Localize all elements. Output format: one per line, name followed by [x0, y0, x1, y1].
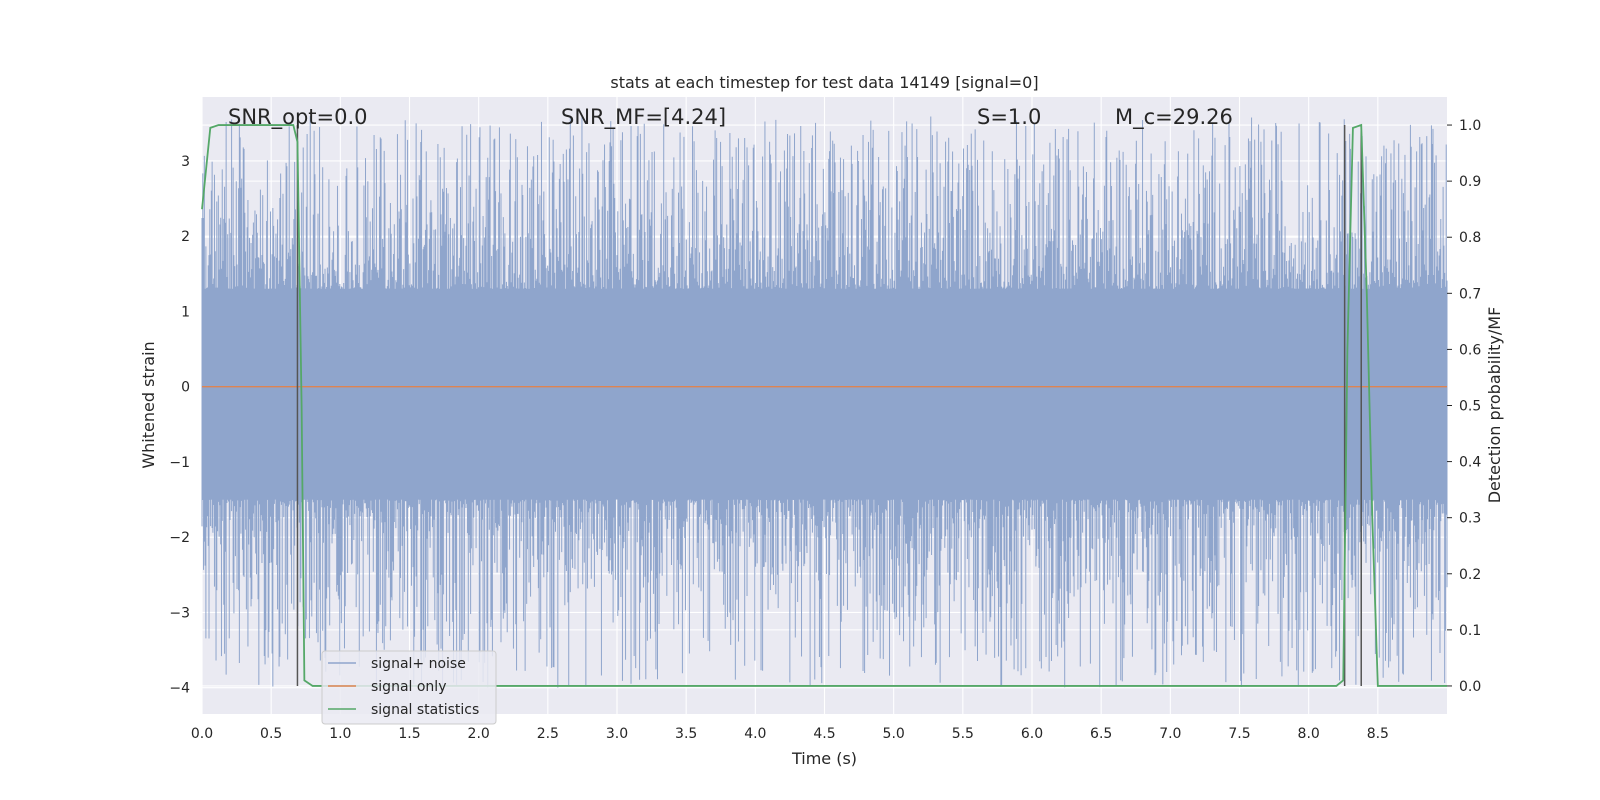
y-tick-label-right: 0.3 — [1459, 511, 1481, 527]
y-tick-label: 1 — [181, 304, 190, 320]
x-tick-label: 6.0 — [1021, 726, 1043, 742]
y-tick-label-right: 0.4 — [1459, 455, 1481, 471]
y-tick-label-right: 0.7 — [1459, 286, 1481, 302]
x-tick-label: 2.0 — [468, 726, 490, 742]
y-tick-label: 3 — [181, 154, 190, 170]
chart-title: stats at each timestep for test data 141… — [610, 73, 1038, 92]
x-tick-label: 1.0 — [329, 726, 351, 742]
legend-label-signal-noise: signal+ noise — [371, 656, 466, 672]
y-tick-label: 0 — [181, 380, 190, 396]
x-axis-label: Time (s) — [791, 749, 857, 768]
x-tick-label: 1.5 — [398, 726, 420, 742]
y-axis-label: Whitened strain — [139, 341, 158, 468]
annotation-snr-opt: SNR_opt=0.0 — [228, 105, 368, 130]
y-tick-label: −4 — [169, 681, 190, 697]
annotation-s-stat: S=1.0 — [977, 105, 1041, 129]
noise-spikes — [201, 115, 1448, 688]
annotation-mc: M_c=29.26 — [1115, 105, 1233, 130]
y-tick-label-right: 0.2 — [1459, 567, 1481, 583]
y-tick-label-right: 0.1 — [1459, 623, 1481, 639]
x-tick-label: 6.5 — [1090, 726, 1112, 742]
x-tick-label: 2.5 — [537, 726, 559, 742]
y-tick-label: −2 — [169, 530, 190, 546]
x-tick-label: 4.0 — [744, 726, 766, 742]
legend-label-signal-statistics: signal statistics — [371, 702, 479, 718]
y-tick-label-right: 0.8 — [1459, 230, 1481, 246]
x-tick-label: 4.5 — [813, 726, 835, 742]
x-tick-label: 8.5 — [1367, 726, 1389, 742]
y-tick-label: 2 — [181, 229, 190, 245]
x-tick-label: 0.0 — [191, 726, 213, 742]
tick-labels: 0.0 0.5 1.0 1.5 2.0 2.5 3.0 3.5 4.0 4.5 5.0 5.5 6.0 6… — [169, 118, 1481, 742]
legend-label-signal-only: signal only — [371, 679, 446, 695]
y-tick-label-right: 0.0 — [1459, 679, 1481, 695]
x-tick-label: 3.5 — [675, 726, 697, 742]
x-tick-label: 0.5 — [260, 726, 282, 742]
annotation-snr-mf: SNR_MF=[4.24] — [561, 105, 726, 130]
y-tick-label-right: 1.0 — [1459, 118, 1481, 134]
signal-statistics-line — [201, 123, 1447, 687]
x-tick-label: 7.0 — [1159, 726, 1181, 742]
x-tick-label: 3.0 — [606, 726, 628, 742]
series-signal-statistics — [201, 123, 1447, 687]
y-tick-label-right: 0.6 — [1459, 342, 1481, 358]
y-tick-label-right: 0.5 — [1459, 399, 1481, 415]
y-tick-label: −1 — [169, 455, 190, 471]
y-tick-label-right: 0.9 — [1459, 174, 1481, 190]
series-signal-noise — [201, 115, 1448, 688]
legend-box — [321, 650, 497, 725]
x-tick-label: 5.0 — [883, 726, 905, 742]
y-tick-label: −3 — [169, 605, 190, 621]
x-tick-label: 7.5 — [1228, 726, 1250, 742]
y-axis-label-right: Detection probability/MF — [1485, 307, 1504, 504]
legend: signal+ noise signal only signal statist… — [321, 650, 497, 725]
x-tick-label: 5.5 — [952, 726, 974, 742]
x-tick-label: 8.0 — [1298, 726, 1320, 742]
